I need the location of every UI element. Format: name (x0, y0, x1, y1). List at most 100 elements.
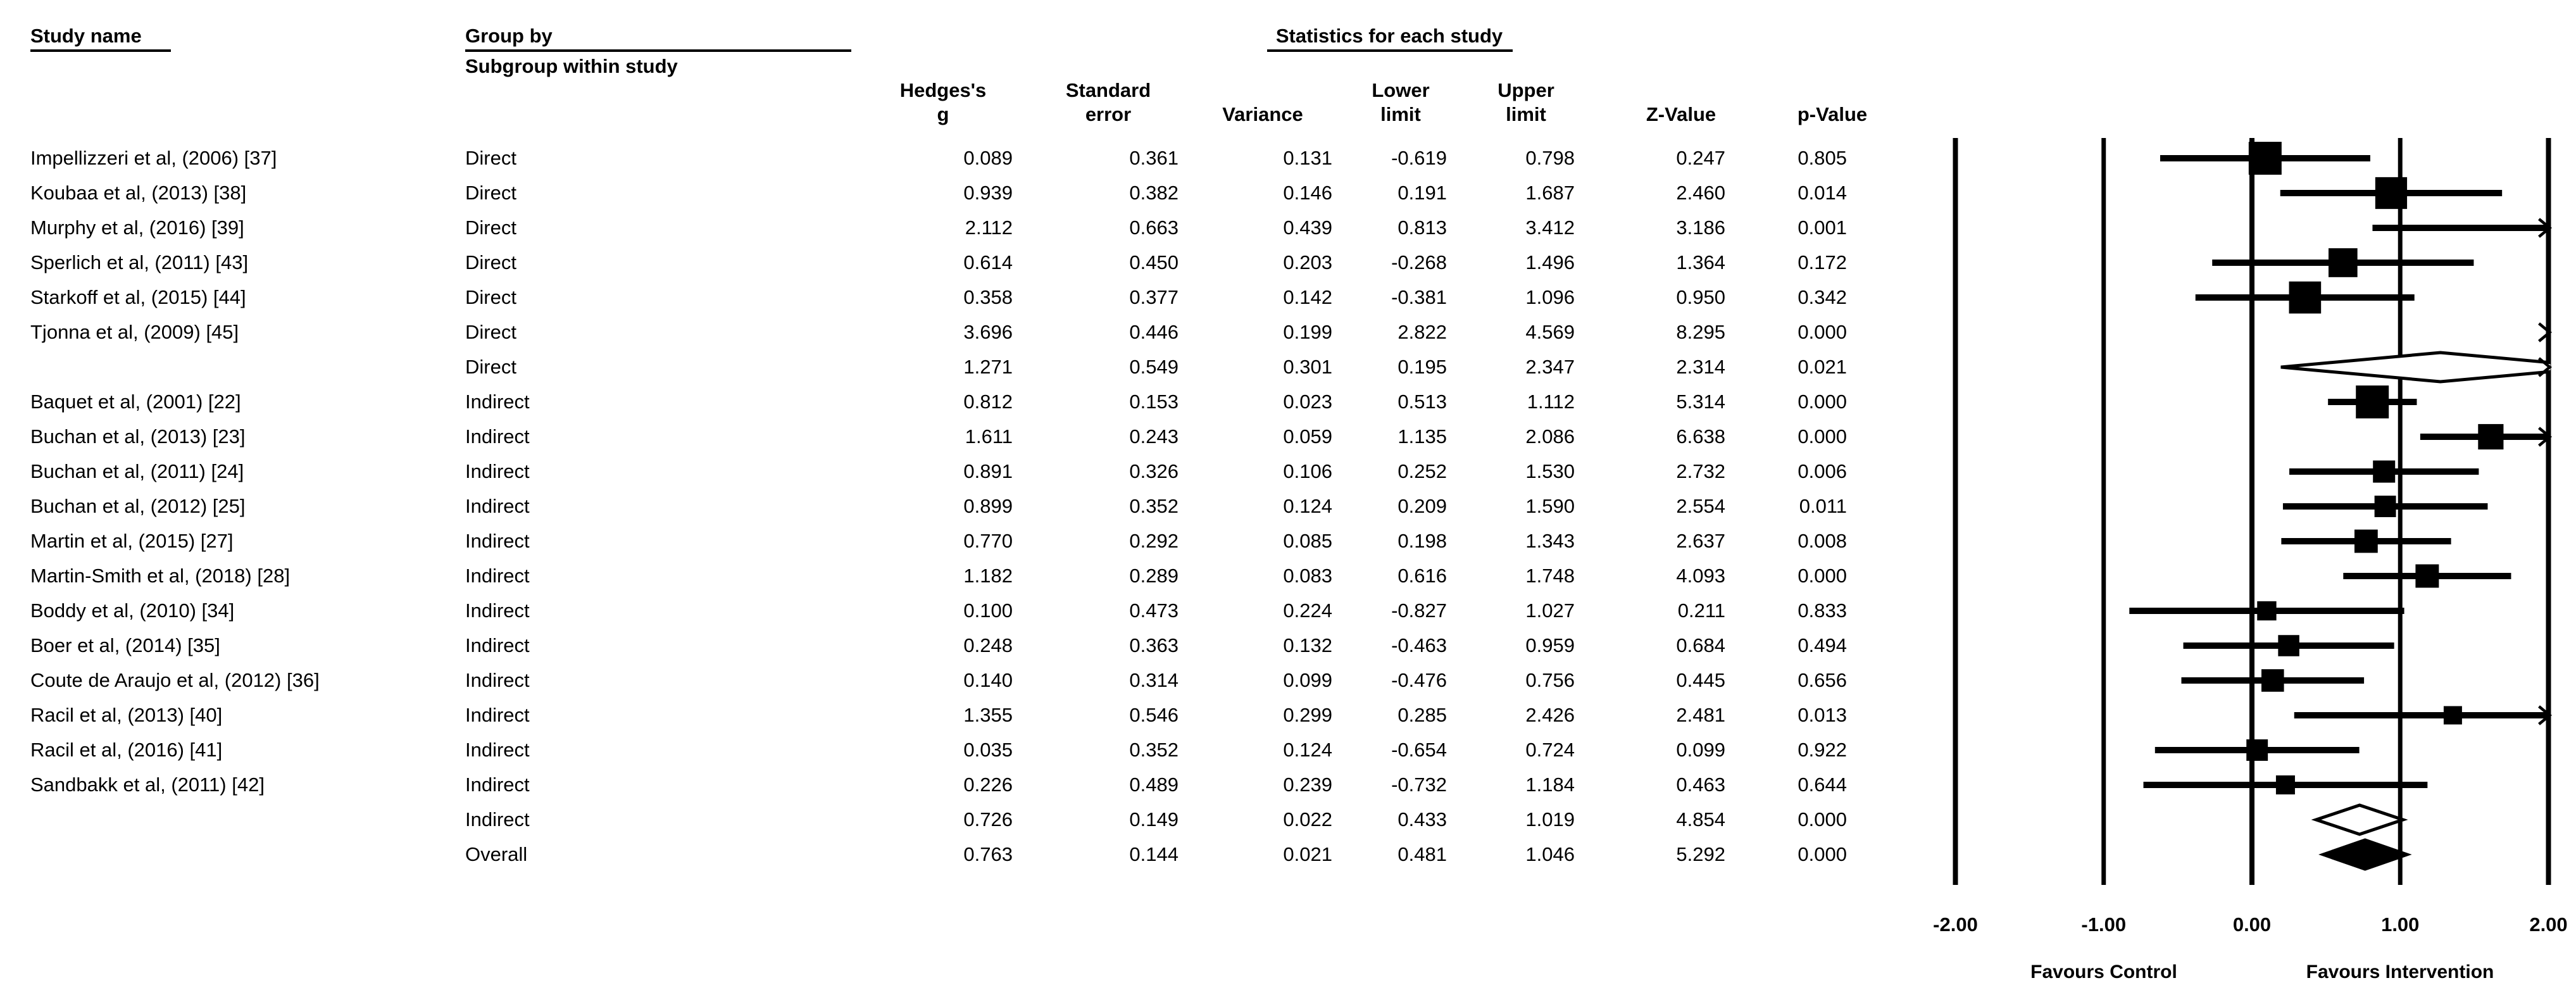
value-cell-lower: 0.481 (1397, 843, 1447, 865)
value-cell-upper: 3.412 (1525, 216, 1575, 239)
value-cell-se: 0.382 (1129, 182, 1179, 204)
effect-square (2261, 669, 2284, 692)
study-name-cell: Boer et al, (2014) [35] (30, 634, 220, 656)
value-cell-z: 2.637 (1676, 530, 1725, 552)
effect-square (2415, 564, 2439, 588)
right-arrow (2538, 322, 2553, 342)
value-cell-g: 0.770 (963, 530, 1013, 552)
value-cell-p: 0.494 (1798, 634, 1847, 656)
study-name-cell: Racil et al, (2013) [40] (30, 704, 223, 726)
study-name-cell: Sandbakk et al, (2011) [42] (30, 774, 265, 796)
value-cell-z: 0.950 (1676, 286, 1725, 308)
value-cell-upper: 1.687 (1525, 182, 1575, 204)
subgroup-cell: Indirect (465, 565, 530, 587)
value-cell-lower: 0.616 (1397, 565, 1447, 587)
value-cell-p: 0.008 (1798, 530, 1847, 552)
favours-control-label: Favours Control (2030, 962, 2177, 982)
subgroup-cell: Direct (465, 356, 516, 378)
stat-column-header-se-line2: error (1085, 103, 1132, 125)
effect-square (2278, 635, 2299, 656)
value-cell-lower: 0.513 (1397, 391, 1447, 413)
stat-column-header-g-line1: Hedges's (899, 79, 987, 101)
right-arrow (2538, 427, 2553, 447)
statistics-underline (1267, 49, 1513, 52)
subgroup-cell: Indirect (465, 599, 530, 622)
value-cell-g: 0.035 (963, 739, 1013, 761)
stat-column-header-lower-line2: limit (1380, 103, 1421, 125)
value-cell-variance: 0.124 (1283, 495, 1332, 517)
subgroup-cell: Indirect (465, 530, 530, 552)
value-cell-variance: 0.106 (1283, 460, 1332, 482)
value-cell-upper: 2.347 (1525, 356, 1575, 378)
value-cell-upper: 0.756 (1525, 669, 1575, 691)
value-cell-se: 0.153 (1129, 391, 1179, 413)
value-cell-p: 0.922 (1798, 739, 1847, 761)
study-name-cell: Buchan et al, (2011) [24] (30, 460, 244, 482)
value-cell-lower: 0.285 (1397, 704, 1447, 726)
value-cell-g: 0.089 (963, 147, 1013, 169)
value-cell-g: 0.726 (963, 808, 1013, 830)
value-cell-lower: -0.619 (1391, 147, 1447, 169)
value-cell-se: 0.549 (1129, 356, 1179, 378)
value-cell-p: 0.006 (1798, 460, 1847, 482)
value-cell-lower: -0.381 (1391, 286, 1447, 308)
value-cell-upper: 0.724 (1525, 739, 1575, 761)
value-cell-variance: 0.239 (1283, 774, 1332, 796)
study-name-header: Study name (30, 25, 142, 47)
value-cell-lower: 2.822 (1397, 321, 1447, 343)
value-cell-variance: 0.099 (1283, 669, 1332, 691)
value-cell-z: 5.292 (1676, 843, 1725, 865)
stat-column-header-p-line2: p-Value (1797, 103, 1868, 125)
stat-column-header-se-line1: Standard (1065, 79, 1151, 101)
study-name-cell: Sperlich et al, (2011) [43] (30, 251, 249, 273)
value-cell-p: 0.342 (1798, 286, 1847, 308)
value-cell-g: 0.248 (963, 634, 1013, 656)
subgroup-cell: Indirect (465, 391, 530, 413)
value-cell-z: 2.554 (1676, 495, 1725, 517)
value-cell-upper: 2.426 (1525, 704, 1575, 726)
value-cell-g: 0.100 (963, 599, 1013, 622)
subgroup-cell: Indirect (465, 774, 530, 796)
value-cell-upper: 0.959 (1525, 634, 1575, 656)
effect-square (2553, 216, 2576, 239)
effect-square (2478, 423, 2504, 450)
value-cell-g: 2.112 (965, 216, 1013, 239)
value-cell-z: 0.099 (1676, 739, 1725, 761)
value-cell-z: 0.247 (1676, 147, 1725, 169)
study-name-cell: Koubaa et al, (2013) [38] (30, 182, 247, 204)
study-name-cell: Coute de Araujo et al, (2012) [36] (30, 669, 320, 691)
value-cell-variance: 0.085 (1283, 530, 1332, 552)
study-name-cell: Racil et al, (2016) [41] (30, 739, 223, 761)
effect-square (2275, 775, 2295, 795)
effect-square (2289, 281, 2322, 314)
value-cell-z: 2.732 (1676, 460, 1725, 482)
value-cell-variance: 0.022 (1283, 808, 1332, 830)
value-cell-upper: 4.569 (1525, 321, 1575, 343)
effect-square (2375, 177, 2408, 210)
study-name-cell: Buchan et al, (2012) [25] (30, 495, 246, 517)
value-cell-variance: 0.132 (1283, 634, 1332, 656)
value-cell-variance: 0.023 (1283, 391, 1332, 413)
study-name-cell: Boddy et al, (2010) [34] (30, 599, 235, 622)
value-cell-variance: 0.146 (1283, 182, 1332, 204)
right-arrow (2538, 218, 2553, 238)
value-cell-lower: 0.813 (1397, 216, 1447, 239)
effect-square (2373, 460, 2396, 483)
subgroup-cell: Indirect (465, 808, 530, 830)
axis-tick-label-1.00: 1.00 (2381, 913, 2420, 936)
subtotal-diamond (2280, 351, 2551, 384)
value-cell-variance: 0.124 (1283, 739, 1332, 761)
value-cell-z: 2.314 (1676, 356, 1725, 378)
study-name-cell: Starkoff et al, (2015) [44] (30, 286, 246, 308)
value-cell-z: 0.463 (1676, 774, 1725, 796)
right-arrow (2538, 357, 2553, 377)
value-cell-p: 0.172 (1798, 251, 1847, 273)
value-cell-upper: 1.590 (1525, 495, 1575, 517)
value-cell-lower: 0.433 (1397, 808, 1447, 830)
value-cell-upper: 2.086 (1525, 425, 1575, 448)
value-cell-variance: 0.224 (1283, 599, 1332, 622)
effect-square (2328, 248, 2358, 277)
value-cell-upper: 1.530 (1525, 460, 1575, 482)
subgroup-cell: Indirect (465, 460, 530, 482)
